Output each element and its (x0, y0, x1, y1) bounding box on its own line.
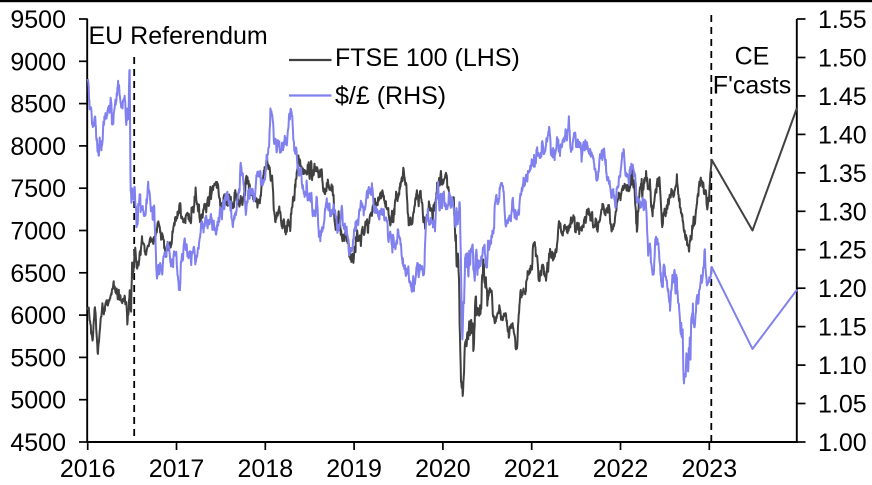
svg-text:9000: 9000 (10, 48, 66, 76)
svg-text:$/£ (RHS): $/£ (RHS) (335, 82, 446, 110)
svg-text:6500: 6500 (10, 260, 66, 288)
svg-text:5500: 5500 (10, 344, 66, 372)
svg-text:9500: 9500 (10, 6, 66, 34)
svg-text:1.50: 1.50 (818, 45, 867, 73)
svg-text:8000: 8000 (10, 133, 66, 161)
svg-text:1.40: 1.40 (818, 121, 867, 149)
svg-text:7500: 7500 (10, 175, 66, 203)
svg-text:6000: 6000 (10, 302, 66, 330)
svg-text:2018: 2018 (237, 455, 293, 483)
svg-text:1.45: 1.45 (818, 83, 867, 111)
svg-text:1.00: 1.00 (818, 429, 867, 457)
svg-text:CE: CE (735, 43, 770, 71)
svg-text:2022: 2022 (593, 455, 649, 483)
svg-text:8500: 8500 (10, 91, 66, 119)
svg-text:2019: 2019 (326, 455, 382, 483)
svg-text:1.20: 1.20 (818, 275, 867, 303)
svg-text:1.35: 1.35 (818, 160, 867, 188)
svg-text:1.30: 1.30 (818, 198, 867, 226)
svg-text:F'casts: F'casts (713, 72, 791, 100)
svg-text:7000: 7000 (10, 218, 66, 246)
svg-text:2016: 2016 (60, 455, 116, 483)
svg-text:2020: 2020 (415, 455, 471, 483)
svg-text:2021: 2021 (504, 455, 560, 483)
svg-text:1.25: 1.25 (818, 237, 867, 265)
svg-text:1.15: 1.15 (818, 314, 867, 342)
svg-text:1.55: 1.55 (818, 6, 867, 34)
svg-text:EU Referendum: EU Referendum (89, 22, 268, 50)
svg-text:5000: 5000 (10, 387, 66, 415)
svg-text:4500: 4500 (10, 429, 66, 457)
svg-text:1.05: 1.05 (818, 391, 867, 419)
svg-text:2017: 2017 (149, 455, 205, 483)
svg-text:2023: 2023 (681, 455, 737, 483)
svg-text:1.10: 1.10 (818, 352, 867, 380)
svg-text:FTSE 100 (LHS): FTSE 100 (LHS) (335, 44, 520, 72)
